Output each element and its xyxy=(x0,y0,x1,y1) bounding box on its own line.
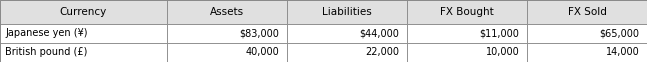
Text: $11,000: $11,000 xyxy=(479,28,520,38)
Text: $83,000: $83,000 xyxy=(239,28,280,38)
Bar xyxy=(527,43,647,62)
Text: Japanese yen (¥): Japanese yen (¥) xyxy=(5,28,88,38)
Bar xyxy=(407,43,527,62)
Bar xyxy=(287,43,407,62)
Bar xyxy=(287,24,407,43)
Text: FX Bought: FX Bought xyxy=(440,7,494,17)
Text: Liabilities: Liabilities xyxy=(322,7,372,17)
Bar xyxy=(407,0,527,24)
Text: Assets: Assets xyxy=(210,7,244,17)
Text: $65,000: $65,000 xyxy=(599,28,639,38)
Bar xyxy=(527,24,647,43)
Bar xyxy=(167,24,287,43)
Bar xyxy=(0,24,167,43)
Bar xyxy=(407,24,527,43)
Text: Currency: Currency xyxy=(60,7,107,17)
Text: British pound (£): British pound (£) xyxy=(5,47,87,57)
Bar xyxy=(167,0,287,24)
Text: FX Sold: FX Sold xyxy=(567,7,606,17)
Bar xyxy=(0,0,167,24)
Text: $44,000: $44,000 xyxy=(359,28,399,38)
Bar xyxy=(287,0,407,24)
Text: 40,000: 40,000 xyxy=(245,47,280,57)
Bar xyxy=(0,43,167,62)
Text: 10,000: 10,000 xyxy=(485,47,520,57)
Bar xyxy=(167,43,287,62)
Text: 22,000: 22,000 xyxy=(365,47,399,57)
Bar xyxy=(527,0,647,24)
Text: 14,000: 14,000 xyxy=(606,47,639,57)
